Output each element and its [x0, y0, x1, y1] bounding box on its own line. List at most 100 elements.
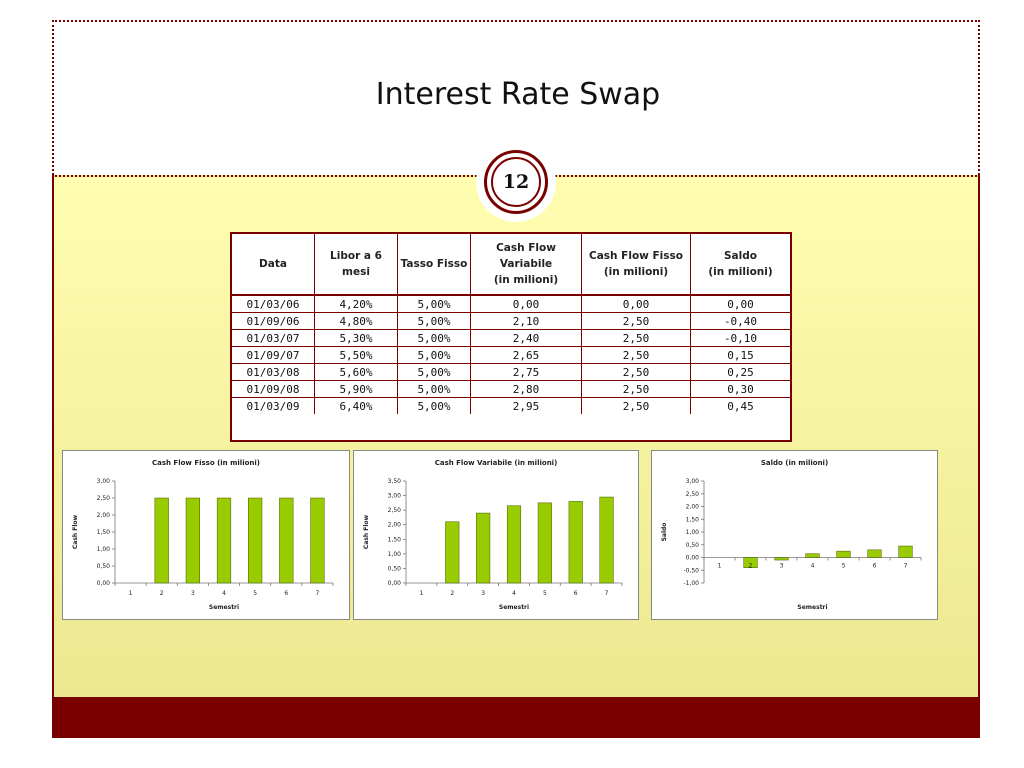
- table-cell: 2,50: [581, 329, 691, 347]
- y-tick-label: 2,50: [97, 495, 111, 502]
- y-tick-label: 0,50: [388, 565, 402, 572]
- table-cell: 01/03/08: [232, 363, 315, 381]
- chart-svg: Saldo (in milioni) -1,00 -0,50 0,00 0,50 1,00…: [661, 459, 922, 611]
- table-body: 01/03/06 4,20% 5,00% 0,00 0,00 0,00 01/09/06 4,…: [232, 295, 790, 414]
- x-tick-label: 6: [284, 590, 288, 597]
- x-tick-label: 5: [842, 563, 846, 570]
- table-cell: 5,30%: [314, 329, 398, 347]
- table-header-row: Data Libor a 6 mesi Tasso Fisso Cash Flo…: [232, 234, 790, 296]
- table-cell: 2,50: [581, 380, 691, 398]
- table-cell: 5,90%: [314, 380, 398, 398]
- y-tick-label: 2,50: [388, 507, 402, 514]
- table-cell: 2,50: [581, 363, 691, 381]
- table-cell: 0,30: [690, 380, 790, 398]
- x-tick-label: 7: [904, 563, 908, 570]
- table-cell: 0,15: [690, 346, 790, 364]
- chart-svg: Cash Flow Fisso (in milioni) 0,00 0,50 1,00…: [72, 459, 334, 611]
- bar-4: [805, 553, 820, 558]
- y-tick-label: 0,50: [97, 563, 111, 570]
- x-tick-label: 2: [450, 590, 454, 597]
- table-cell: 5,50%: [314, 346, 398, 364]
- y-axis-label: Saldo: [661, 523, 668, 542]
- x-tick-label: 2: [160, 590, 164, 597]
- x-tick-label: 4: [222, 590, 226, 597]
- x-axis-label: Semestri: [797, 604, 827, 611]
- table-cell: 2,50: [581, 397, 691, 414]
- y-tick-label: 3,50: [388, 478, 402, 485]
- bar-2: [154, 497, 169, 584]
- table-row: 01/03/09 6,40% 5,00% 2,95 2,50 0,45: [232, 397, 790, 414]
- x-tick-label: 7: [605, 590, 609, 597]
- x-tick-label: 6: [574, 590, 578, 597]
- chart-title: Cash Flow Variabile (in milioni): [435, 459, 558, 467]
- table-row: 01/03/06 4,20% 5,00% 0,00 0,00 0,00: [232, 295, 790, 313]
- table-cell: -0,10: [690, 329, 790, 347]
- x-tick-label: 4: [512, 590, 516, 597]
- table-row: 01/03/08 5,60% 5,00% 2,75 2,50 0,25: [232, 363, 790, 381]
- chart-cash-flow-variabile: Cash Flow Variabile (in milioni) 0,00 0,50…: [353, 450, 639, 620]
- y-tick-label: -0,50: [683, 567, 699, 574]
- bar-2: [743, 557, 758, 568]
- x-tick-label: 1: [420, 590, 424, 597]
- y-tick-label: 0,50: [686, 542, 700, 549]
- y-tick-label: 1,50: [388, 536, 402, 543]
- x-tick-label: 3: [481, 590, 485, 597]
- y-tick-label: -1,00: [683, 580, 699, 587]
- title-area: Interest Rate Swap: [52, 20, 980, 175]
- table-row: 01/03/07 5,30% 5,00% 2,40 2,50 -0,10: [232, 329, 790, 347]
- y-tick-label: 1,00: [686, 529, 700, 536]
- table-row: 01/09/07 5,50% 5,00% 2,65 2,50 0,15: [232, 346, 790, 364]
- header-tasso-fisso: Tasso Fisso: [397, 234, 471, 296]
- y-tick-label: 0,00: [686, 555, 700, 562]
- bar-7: [599, 496, 614, 584]
- table-cell: 6,40%: [314, 397, 398, 414]
- header-data: Data: [232, 234, 315, 296]
- chart-title: Saldo (in milioni): [761, 459, 828, 467]
- slide-title: Interest Rate Swap: [375, 77, 661, 112]
- table-cell: 5,00%: [397, 295, 471, 313]
- swap-table-grid: Data Libor a 6 mesi Tasso Fisso Cash Flo…: [232, 234, 790, 414]
- y-tick-label: 0,00: [388, 580, 402, 587]
- table-cell: 4,80%: [314, 312, 398, 330]
- table-cell: 2,50: [581, 346, 691, 364]
- bar-6: [279, 497, 294, 584]
- table-cell: 5,00%: [397, 346, 471, 364]
- badge-ring: 12: [484, 150, 548, 214]
- table-cell: 5,00%: [397, 363, 471, 381]
- table-cell: 0,45: [727, 399, 754, 413]
- swap-table: Data Libor a 6 mesi Tasso Fisso Cash Flo…: [230, 232, 792, 442]
- table-cell: 2,75: [470, 363, 582, 381]
- bar-4: [216, 497, 232, 584]
- table-cell: 5,00%: [397, 380, 471, 398]
- table-cell: 2,80: [470, 380, 582, 398]
- y-tick-label: 3,00: [686, 478, 700, 485]
- table-row: 01/09/06 4,80% 5,00% 2,10 2,50 -0,40: [232, 312, 790, 330]
- table-cell: -0,40: [690, 312, 790, 330]
- y-tick-label: 2,00: [388, 522, 402, 529]
- table-cell: 01/03/06: [232, 295, 315, 313]
- y-axis-label: Cash Flow: [363, 514, 370, 549]
- table-cell: 5,00%: [397, 312, 471, 330]
- bar-7: [310, 497, 325, 584]
- bar-3: [185, 497, 200, 584]
- y-tick-label: 3,00: [388, 493, 402, 500]
- table-row: 01/09/08 5,90% 5,00% 2,80 2,50 0,30: [232, 380, 790, 398]
- bar-4: [506, 505, 522, 584]
- table-cell: 5,00%: [397, 397, 471, 414]
- x-tick-label: 3: [780, 563, 784, 570]
- x-tick-label: 5: [543, 590, 547, 597]
- x-tick-label: 3: [191, 590, 195, 597]
- y-axis-label: Cash Flow: [72, 514, 79, 549]
- x-tick-label: 7: [316, 590, 320, 597]
- bar-3: [774, 557, 789, 561]
- chart-title: Cash Flow Fisso (in milioni): [152, 459, 260, 467]
- bar-6: [867, 549, 882, 558]
- x-tick-label: 4: [811, 563, 815, 570]
- table-cell: 2,65: [470, 346, 582, 364]
- y-tick-label: 1,00: [97, 546, 111, 553]
- header-cash-flow-variabile: Cash Flow Variabile (in milioni): [470, 234, 582, 296]
- y-tick-label: 2,50: [686, 491, 700, 498]
- bar-5: [248, 497, 263, 584]
- table-cell: 2,40: [470, 329, 582, 347]
- x-axis-label: Semestri: [209, 604, 239, 611]
